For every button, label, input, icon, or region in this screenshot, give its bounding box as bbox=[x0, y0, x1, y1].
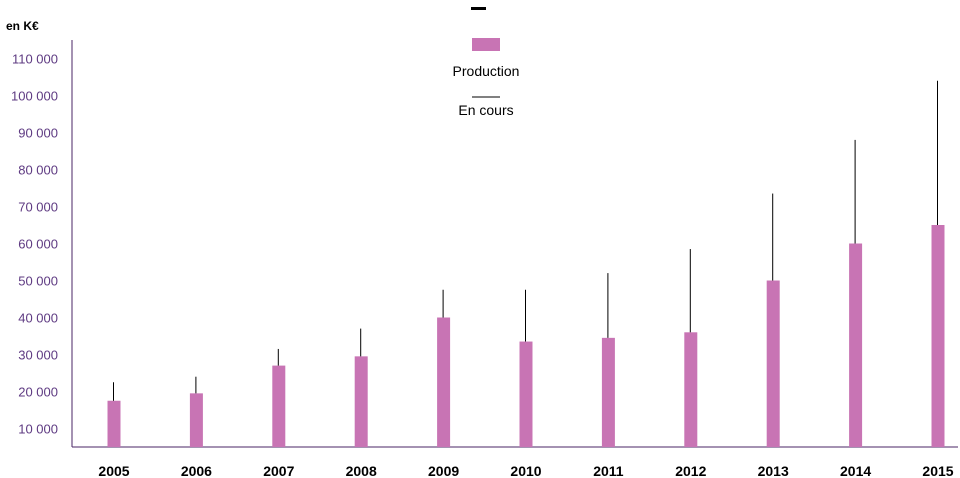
production-bar-2012 bbox=[684, 332, 698, 447]
legend-production-label: Production bbox=[453, 63, 520, 79]
x-tick-label: 2012 bbox=[675, 463, 706, 478]
y-tick-label: 40 000 bbox=[18, 311, 58, 326]
x-tick-label: 2009 bbox=[428, 463, 459, 478]
y-unit-label: en K€ bbox=[6, 19, 39, 33]
en-cours-lines bbox=[113, 80, 938, 401]
production-bar-2010 bbox=[519, 341, 533, 447]
y-tick-label: 20 000 bbox=[18, 385, 58, 400]
x-tick-label: 2006 bbox=[181, 463, 212, 478]
y-tick-label: 30 000 bbox=[18, 348, 58, 363]
production-bar-2005 bbox=[107, 400, 121, 447]
y-tick-label: 80 000 bbox=[18, 163, 58, 178]
x-tick-label: 2014 bbox=[840, 463, 871, 478]
production-bar-2008 bbox=[354, 356, 368, 447]
y-tick-label: 70 000 bbox=[18, 200, 58, 215]
y-tick-label: 60 000 bbox=[18, 237, 58, 252]
x-tick-label: 2005 bbox=[98, 463, 129, 478]
production-bar-2006 bbox=[189, 393, 203, 447]
x-tick-label: 2011 bbox=[593, 463, 624, 478]
top-dash-mark bbox=[471, 7, 486, 10]
y-tick-label: 10 000 bbox=[18, 422, 58, 437]
legend-en-cours-label: En cours bbox=[458, 102, 513, 118]
x-tick-label: 2015 bbox=[922, 463, 953, 478]
production-bar-2011 bbox=[601, 337, 615, 447]
x-tick-label: 2007 bbox=[263, 463, 294, 478]
x-tick-labels: 2005 2006 2007 2008 2009 2010 2011 2012 2013 2014… bbox=[98, 463, 953, 478]
y-tick-label: 100 000 bbox=[11, 89, 58, 104]
x-tick-label: 2013 bbox=[758, 463, 789, 478]
legend: Production En cours bbox=[453, 38, 520, 118]
production-bars bbox=[107, 225, 945, 447]
y-tick-labels: 10 000 20 000 30 000 40 000 50 000 60 000 70 0… bbox=[11, 52, 58, 437]
y-tick-label: 90 000 bbox=[18, 126, 58, 141]
production-bar-2013 bbox=[766, 280, 780, 447]
production-bar-2007 bbox=[272, 365, 286, 447]
legend-production-swatch bbox=[472, 38, 500, 51]
y-tick-label: 50 000 bbox=[18, 274, 58, 289]
x-tick-label: 2008 bbox=[346, 463, 377, 478]
production-bar-2015 bbox=[931, 225, 945, 447]
production-bar-2009 bbox=[437, 317, 451, 447]
x-tick-label: 2010 bbox=[510, 463, 541, 478]
production-bar-2014 bbox=[849, 243, 863, 447]
y-tick-label: 110 000 bbox=[12, 52, 58, 67]
